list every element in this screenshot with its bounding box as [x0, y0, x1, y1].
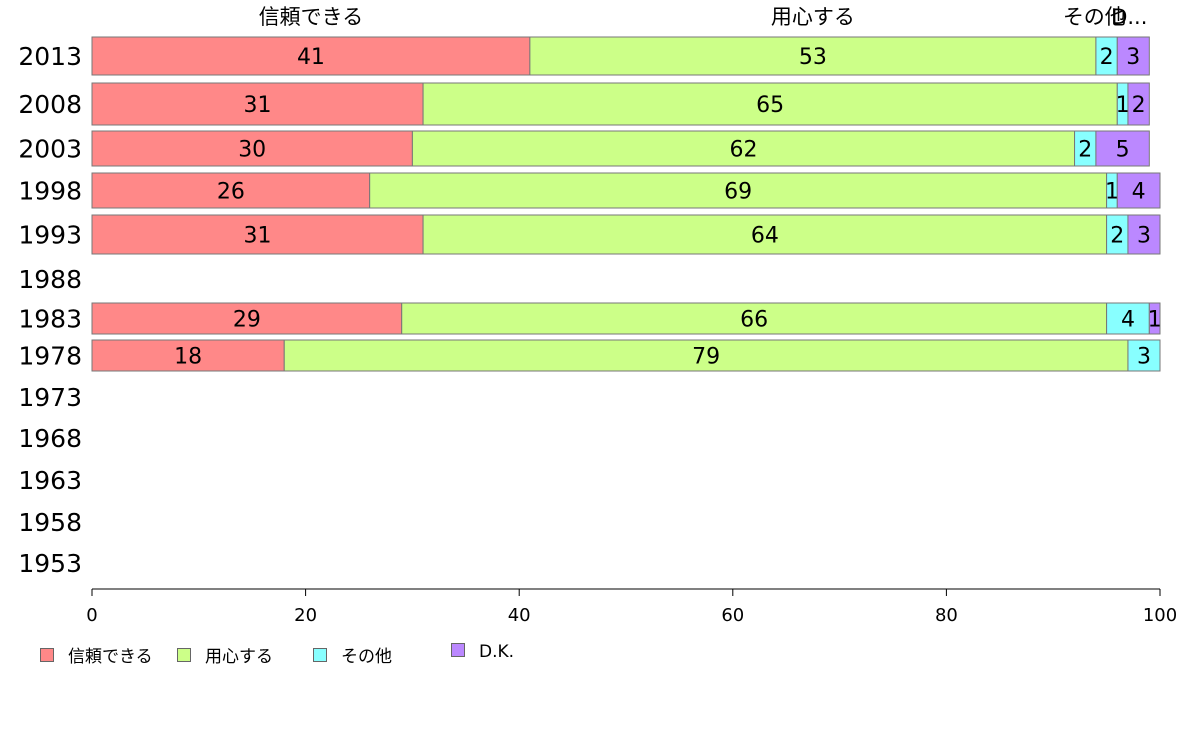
legend-item: 信頼できる — [40, 642, 153, 667]
y-tick-label: 2008 — [18, 90, 82, 119]
bar-value-label: 62 — [729, 138, 757, 163]
bar-value-label: 41 — [297, 45, 325, 70]
bar-value-label: 79 — [692, 345, 720, 370]
y-tick-label: 1978 — [18, 342, 82, 371]
top-series-label: D... — [1111, 5, 1147, 29]
bar-segment — [91, 302, 403, 335]
legend-label: その他 — [341, 647, 392, 667]
y-tick-label: 1998 — [18, 177, 82, 206]
y-tick-label: 1973 — [18, 383, 82, 412]
x-axis: 0 20 40 60 80 100 — [86, 588, 1177, 626]
top-series-label: その他 — [1063, 5, 1126, 29]
bar-value-label: 5 — [1116, 138, 1130, 163]
bar-segment — [411, 130, 1076, 167]
bar-value-label: 2 — [1078, 138, 1092, 163]
bar-value-label: 18 — [174, 345, 202, 370]
bar-value-label: 69 — [724, 180, 752, 205]
bar-segment — [91, 130, 413, 167]
bar-value-label: 29 — [233, 308, 261, 333]
bar-value-label: 31 — [244, 224, 272, 249]
y-tick-label: 1993 — [18, 221, 82, 250]
bar-value-label: 30 — [238, 138, 266, 163]
bar-segment — [401, 302, 1108, 335]
bar-value-label: 53 — [799, 45, 827, 70]
bar-segment — [283, 339, 1129, 372]
x-tick-label: 80 — [935, 605, 958, 626]
bar-segment — [369, 172, 1108, 209]
bar-value-label: 3 — [1137, 224, 1151, 249]
bar-segment — [529, 36, 1097, 76]
bar-segment — [1127, 339, 1161, 372]
legend-swatch — [177, 648, 191, 662]
legend-label: D.K. — [479, 642, 515, 662]
legend-swatch — [40, 648, 54, 662]
bar-segment — [1095, 130, 1150, 167]
bar-segment — [91, 36, 531, 76]
bar-segment — [1148, 302, 1161, 335]
x-tick-label: 60 — [721, 605, 744, 626]
legend-swatch — [313, 648, 327, 662]
legend-item: 用心する — [177, 642, 273, 667]
bar-value-label: 65 — [756, 93, 784, 118]
y-tick-label: 1953 — [18, 549, 82, 578]
bar-value-label: 4 — [1121, 308, 1135, 333]
bar-value-label: 3 — [1126, 45, 1140, 70]
bar-value-label: 2 — [1100, 45, 1114, 70]
y-tick-label: 1988 — [18, 265, 82, 294]
top-series-labels: 信頼できる 用心する その他D... — [259, 5, 1148, 29]
y-tick-label: 1963 — [18, 466, 82, 495]
bars: 41 53 2 331 65 1 230 62 2 526 69 1 431 64 2 329 66 4 118 79… — [91, 36, 1162, 372]
y-tick-label: 1968 — [18, 424, 82, 453]
bar-segment — [1127, 214, 1161, 255]
x-tick-label: 20 — [294, 605, 317, 626]
legend-swatch — [451, 643, 465, 657]
bar-value-label: 1 — [1148, 308, 1162, 333]
legend-item: その他 — [313, 642, 392, 667]
bar-segment — [422, 82, 1118, 126]
bar-segment — [91, 82, 424, 126]
bar-segment — [422, 214, 1108, 255]
bar-value-label: 4 — [1132, 180, 1146, 205]
top-series-label: 用心する — [771, 5, 855, 29]
bar-value-label: 1 — [1105, 180, 1119, 205]
bar-segment — [1106, 302, 1150, 335]
bar-value-label: 1 — [1116, 93, 1130, 118]
bar-value-label: 2 — [1110, 224, 1124, 249]
y-tick-label: 2003 — [18, 135, 82, 164]
x-tick-label: 40 — [508, 605, 531, 626]
x-tick-label: 0 — [86, 605, 97, 626]
bar-segment — [91, 214, 424, 255]
y-tick-label: 2013 — [18, 42, 82, 71]
bar-value-label: 64 — [751, 224, 779, 249]
y-tick-label: 1958 — [18, 508, 82, 537]
bar-segment — [91, 172, 371, 209]
legend-label: 用心する — [205, 647, 273, 667]
x-tick-label: 100 — [1143, 605, 1177, 626]
bar-value-label: 66 — [740, 308, 768, 333]
legend-item: D.K. — [451, 642, 514, 662]
bar-value-label: 26 — [217, 180, 245, 205]
top-series-label: 信頼できる — [259, 5, 364, 29]
bar-segment — [1116, 172, 1161, 209]
bar-value-label: 3 — [1137, 345, 1151, 370]
y-tick-label: 1983 — [18, 305, 82, 334]
bar-segment — [1127, 82, 1150, 126]
legend-label: 信頼できる — [68, 647, 153, 667]
bar-value-label: 31 — [244, 93, 272, 118]
bar-value-label: 2 — [1132, 93, 1146, 118]
y-axis-labels: 2013 2008 2003 1998 1993 1988 1983 1978 1973 1968… — [18, 42, 82, 578]
bar-segment — [1116, 36, 1150, 76]
